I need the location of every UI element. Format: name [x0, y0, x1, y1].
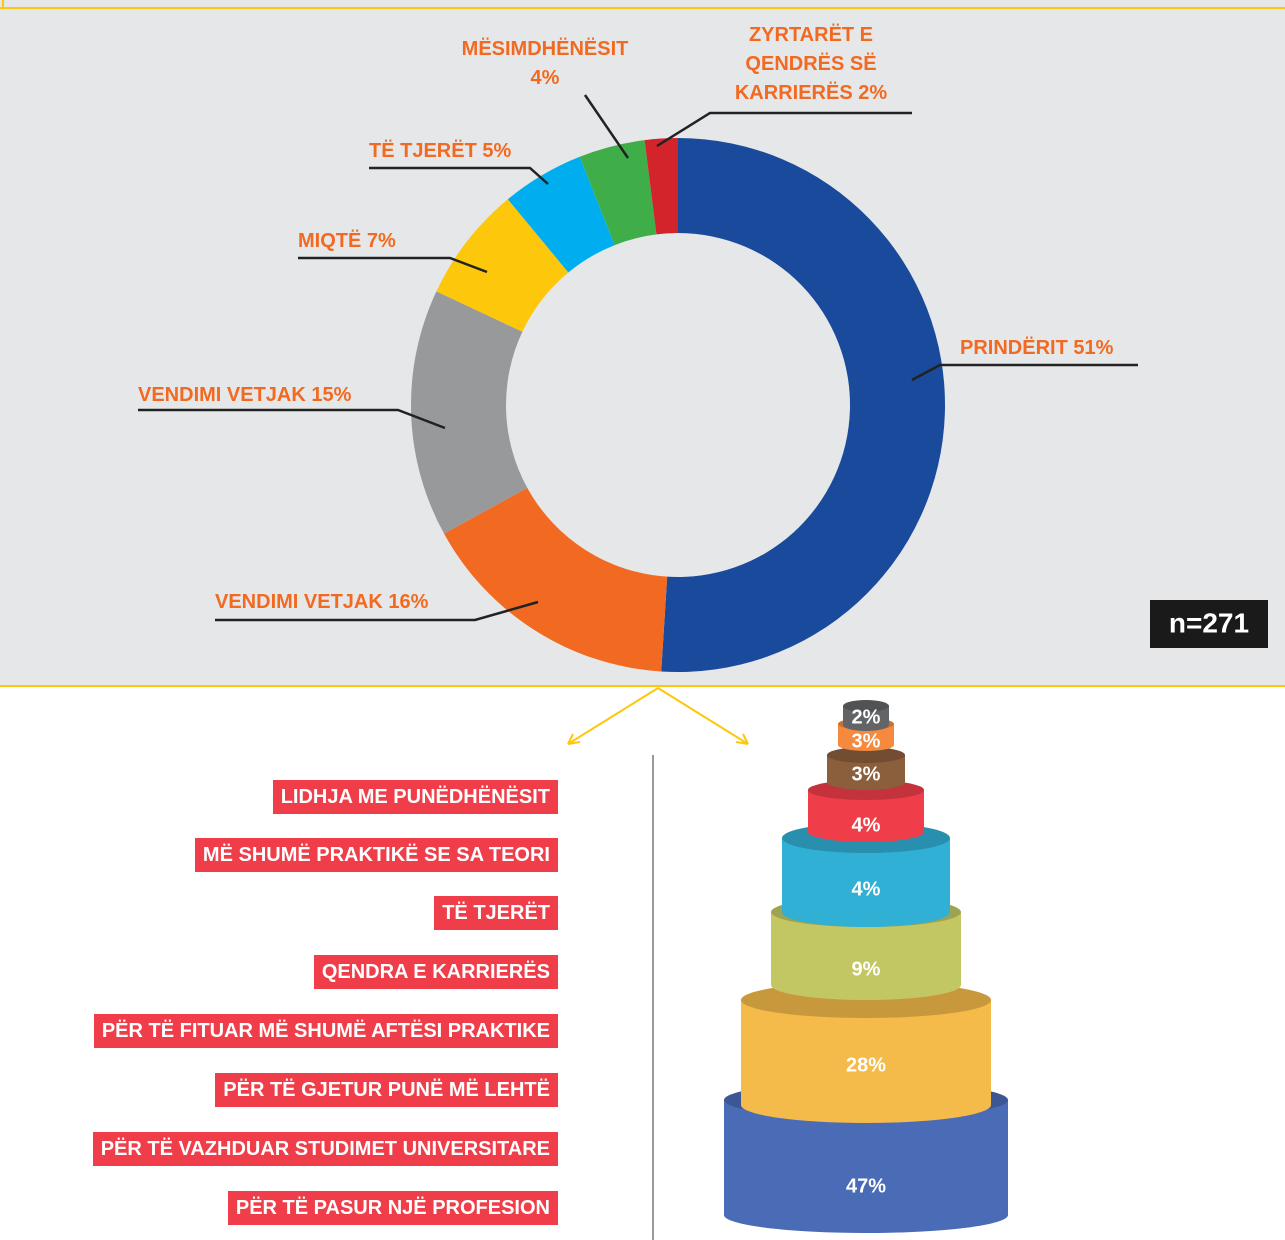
cylinder-top-shade [843, 700, 889, 712]
donut-slice [411, 291, 528, 534]
slice-label: PRINDËRIT 51% [960, 334, 1113, 363]
reason-label: PËR TË FITUAR MË SHUMË AFTËSI PRAKTIKE [93, 1014, 558, 1048]
cylinder-top-shade [827, 747, 905, 763]
top-panel [0, 0, 1285, 686]
value-label: 4% [852, 878, 881, 900]
cylinder [827, 747, 905, 790]
reason-label: LIDHJA ME PUNËDHËNËSIT [272, 780, 558, 814]
value-label: 2% [858, 82, 888, 104]
value-label: 28% [846, 1054, 886, 1076]
leader-line [656, 111, 912, 148]
leader-line [138, 408, 446, 430]
leader-lines [138, 94, 1138, 622]
arrows [567, 687, 749, 745]
reason-label: QENDRA E KARRIERËS [313, 955, 558, 989]
category-name: ZYRTARËT E QENDRËS SË KARRIERËS [734, 24, 877, 104]
reason-label: PËR TË GJETUR PUNË MË LEHTË [215, 1073, 558, 1107]
reason-label: TË TJERËT [434, 896, 558, 930]
value-label: 47% [846, 1175, 886, 1197]
donut-slice [644, 138, 678, 235]
leader-line [215, 600, 539, 622]
value-label: 16% [388, 591, 429, 613]
value-label: 51% [1073, 337, 1114, 359]
slice-label: VENDIMI VETJAK 16% [215, 588, 428, 617]
slice-label: VENDIMI VETJAK 15% [138, 381, 351, 410]
cylinder-top [843, 700, 889, 712]
category-name: VENDIMI VETJAK [215, 591, 383, 613]
value-label: 2% [852, 706, 881, 728]
value-label: 7% [366, 230, 396, 252]
slice-label: MIQTË 7% [298, 227, 396, 256]
leader-line [583, 94, 630, 159]
donut-slice [661, 138, 946, 672]
value-label: 4% [530, 67, 560, 89]
reason-label: PËR TË PASUR NJË PROFESION [227, 1191, 558, 1225]
value-label: 3% [852, 730, 881, 752]
cylinder [843, 700, 889, 731]
donut-slice [444, 487, 668, 672]
donut-slice [507, 156, 615, 273]
category-name: MIQTË [298, 230, 362, 252]
donut-slice [436, 199, 569, 332]
leader-line [911, 363, 1138, 382]
value-label: 4% [852, 814, 881, 836]
category-name: TË TJERËT [369, 140, 477, 162]
slice-label: ZYRTARËT E QENDRËS SË KARRIERËS 2% [726, 21, 896, 108]
value-label: 15% [311, 384, 352, 406]
category-name: MËSIMDHËNËSIT [461, 38, 629, 60]
sample-size: n=271 [1169, 607, 1249, 638]
category-name: VENDIMI VETJAK [138, 384, 306, 406]
reason-label: MË SHUMË PRAKTIKË SE SA TEORI [194, 838, 558, 872]
value-label: 9% [852, 958, 881, 980]
slice-label: MËSIMDHËNËSIT 4% [455, 35, 635, 93]
value-label: 5% [482, 140, 512, 162]
donut-slice [579, 140, 657, 246]
leader-line [369, 166, 549, 185]
category-name: PRINDËRIT [960, 337, 1068, 359]
slice-label: TË TJERËT 5% [369, 137, 511, 166]
reason-label: PËR TË VAZHDUAR STUDIMET UNIVERSITARE [92, 1132, 558, 1166]
cylinder-top [827, 747, 905, 763]
leader-line [298, 256, 488, 274]
n-box [1150, 600, 1268, 648]
cylinder [741, 982, 991, 1123]
value-label: 3% [852, 763, 881, 785]
